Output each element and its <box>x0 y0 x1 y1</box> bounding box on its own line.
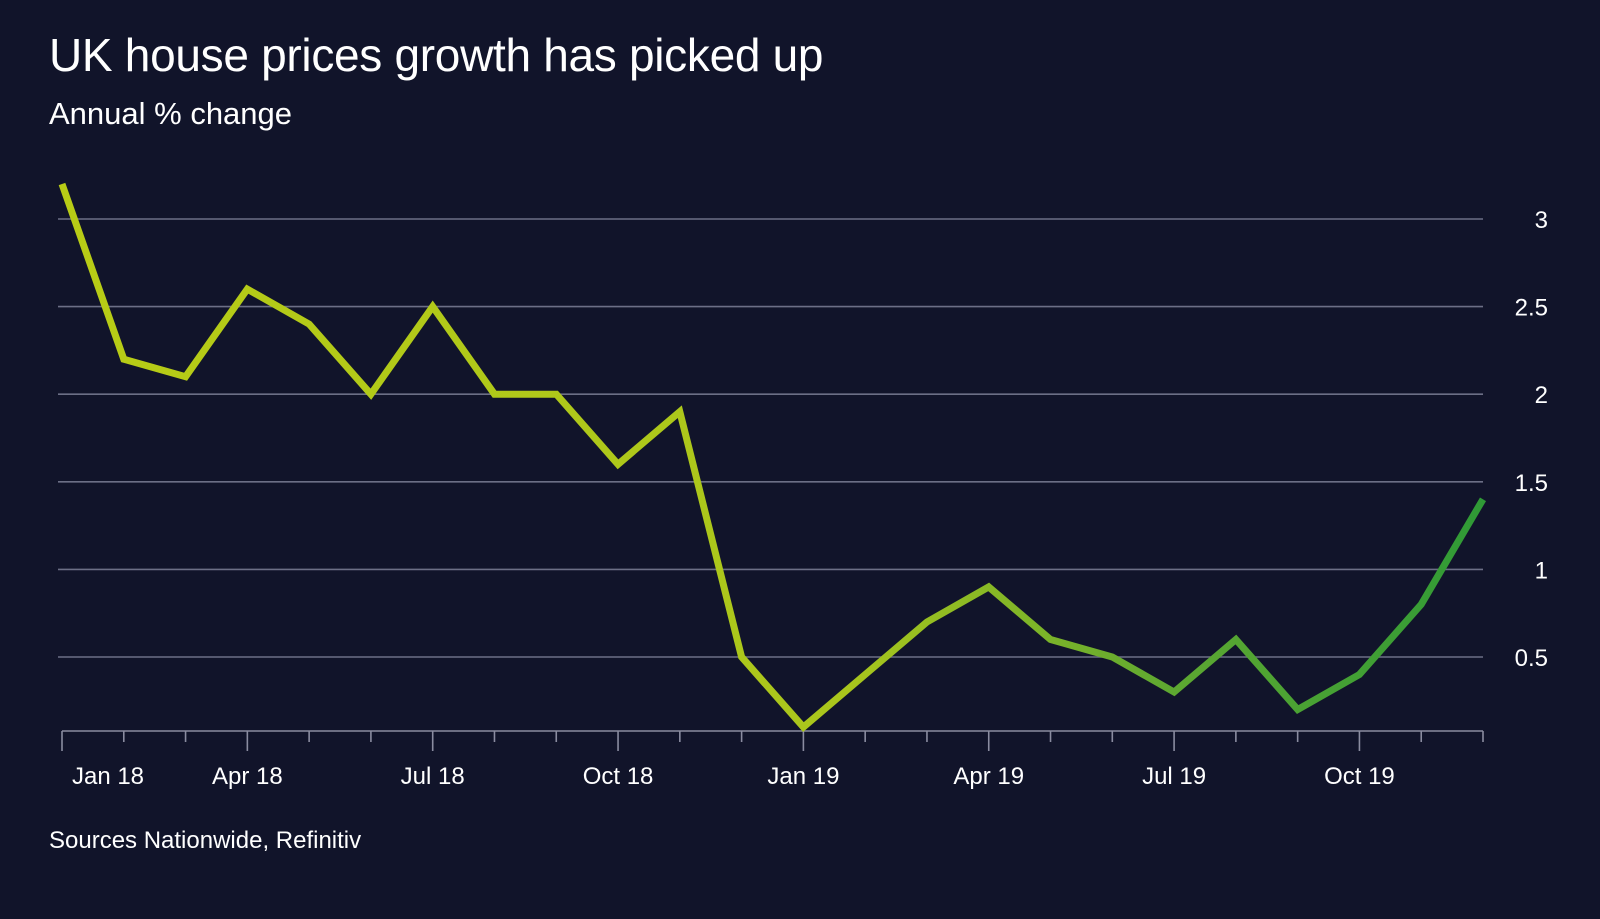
chart-title: UK house prices growth has picked up <box>49 29 824 81</box>
x-tick-label: Jul 19 <box>1142 763 1206 790</box>
series-line <box>58 182 1487 732</box>
y-tick-label: 0.5 <box>1515 645 1548 672</box>
x-tick-label: Jan 18 <box>72 763 144 790</box>
x-tick-label: Jan 19 <box>767 763 839 790</box>
x-tick-label: Oct 18 <box>583 763 654 790</box>
chart-source: Sources Nationwide, Refinitiv <box>49 827 362 854</box>
y-tick-label: 3 <box>1535 207 1548 234</box>
x-axis-labels: Jan 18 Apr 18 Jul 18 Oct 18 Jan 19 Apr 19 Jul … <box>72 763 1395 790</box>
x-tick-label: Apr 19 <box>953 763 1024 790</box>
gridlines <box>58 218 1483 658</box>
x-tick-label: Jul 18 <box>401 763 465 790</box>
x-axis <box>61 730 1484 751</box>
y-tick-label: 2 <box>1535 382 1548 409</box>
y-tick-label: 1.5 <box>1515 470 1548 497</box>
x-tick-label: Apr 18 <box>212 763 283 790</box>
y-tick-label: 2.5 <box>1515 295 1548 322</box>
y-axis-labels: 0.5 1 1.5 2 2.5 3 <box>1515 207 1548 672</box>
x-tick-label: Oct 19 <box>1324 763 1395 790</box>
y-tick-label: 1 <box>1535 557 1548 584</box>
series-line-path <box>58 182 1487 732</box>
chart-subtitle: Annual % change <box>49 96 293 131</box>
